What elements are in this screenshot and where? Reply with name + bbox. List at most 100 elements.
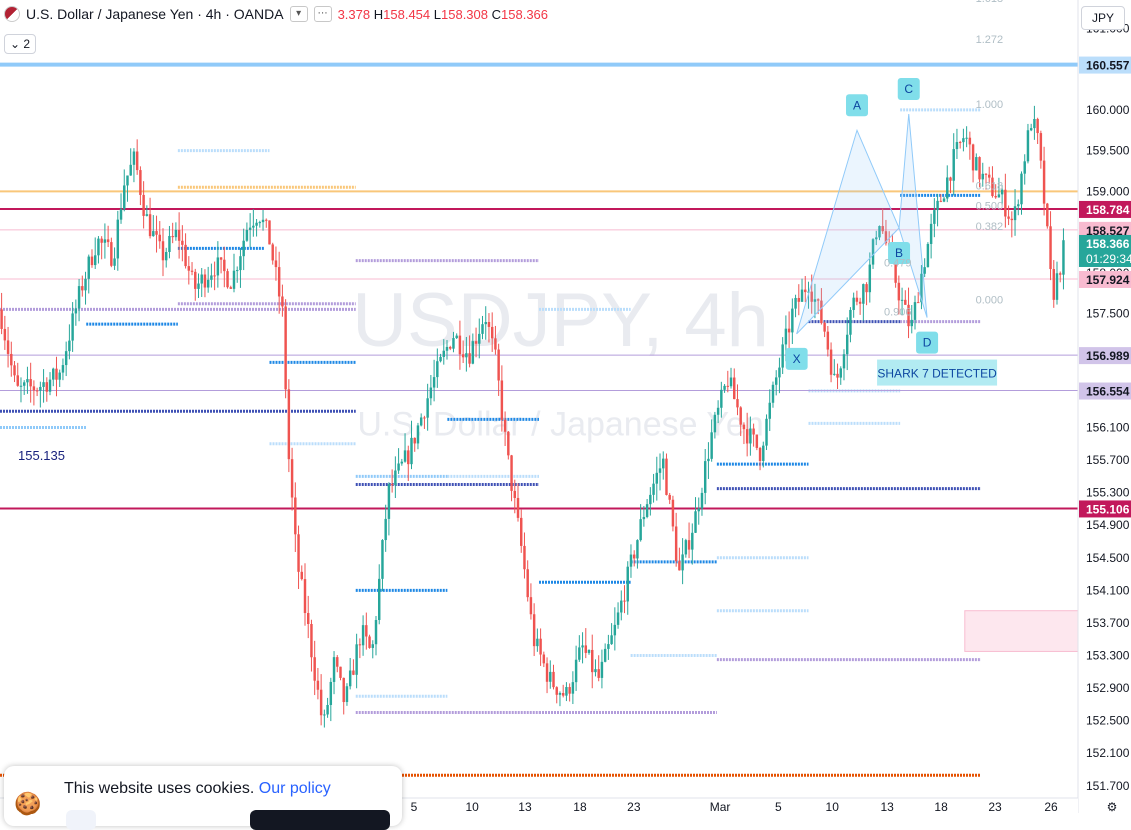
candle-body (1062, 240, 1065, 275)
candle-body (500, 380, 504, 420)
candle-body (623, 600, 626, 602)
indicator-count-badge[interactable]: ⌄ 2 (4, 34, 36, 54)
candle-body (345, 686, 349, 703)
candle-body (797, 297, 801, 302)
candle-body (1049, 226, 1052, 270)
candle-body (242, 240, 245, 257)
candle-body (374, 619, 378, 645)
candle-body (739, 407, 742, 425)
candle-body (871, 239, 875, 265)
harmonic-label-X: X (793, 352, 801, 366)
settings-gear-icon: ⚙ (1107, 800, 1118, 813)
candle-body (787, 328, 791, 333)
candle-body (184, 244, 187, 267)
symbol-title[interactable]: U.S. Dollar / Japanese Yen · 4h · OANDA (26, 6, 284, 22)
harmonic-point-D[interactable] (916, 331, 939, 354)
candle-body (600, 661, 604, 678)
candle-body (568, 687, 571, 694)
candle-body (558, 693, 562, 695)
y-tick-label: 157.500 (1086, 307, 1130, 321)
candle-body (716, 407, 720, 415)
candle-body (294, 497, 297, 535)
price-chart[interactable]: USDJPY, 4h U.S. Dollar / Japanese Yen X A B C… (0, 0, 1131, 813)
ohlc-values: 3.378 H158.454 L158.308 C158.366 (338, 7, 548, 22)
close-label: C (491, 6, 502, 22)
cookie-text: This website uses cookies. Our policy (64, 780, 331, 798)
candle-body (852, 297, 855, 310)
y-tick-label: 159.000 (1086, 184, 1130, 198)
harmonic-point-B[interactable] (888, 242, 911, 264)
y-tick-label: 152.900 (1086, 681, 1130, 695)
candle-body (507, 431, 510, 456)
candle-body (555, 687, 558, 695)
candle-body (858, 301, 862, 304)
candle-body (842, 354, 846, 369)
candle-body (174, 229, 178, 238)
price-tag-6 (1079, 347, 1131, 365)
candle-body (742, 424, 746, 430)
harmonic-point-A[interactable] (846, 94, 869, 117)
candle-body (465, 353, 468, 358)
candle-body (284, 306, 287, 390)
candle-body (413, 437, 416, 444)
candle-body (684, 540, 688, 555)
candle-body (455, 335, 458, 339)
harmonic-label-B: B (895, 246, 903, 260)
candle-body (352, 670, 355, 675)
candle-body (132, 151, 136, 165)
currency-selector[interactable]: JPY (1081, 6, 1125, 30)
candle-body (978, 157, 981, 180)
candle-body (258, 222, 262, 224)
cookie-banner: 🍪 This website uses cookies. Our policy (4, 766, 402, 830)
candle-body (426, 398, 429, 418)
candle-body (68, 340, 71, 352)
price-tag-7 (1079, 382, 1131, 400)
candle-body (64, 351, 68, 366)
candle-body (529, 597, 533, 615)
candle-body (610, 635, 613, 645)
candle-body (913, 302, 917, 320)
candle-body (678, 561, 681, 571)
x-tick-label: 5 (411, 800, 418, 813)
candle-body (87, 256, 90, 279)
candle-body (200, 274, 203, 284)
candle-body (326, 704, 329, 715)
cookie-accept-button[interactable] (250, 810, 390, 830)
candle-body (752, 428, 755, 435)
chevron-down-icon: ⌄ (9, 37, 21, 51)
candle-body (581, 645, 584, 648)
candle-body (226, 271, 229, 288)
candle-body (387, 484, 391, 519)
fib-label-7: 0.479 (884, 258, 912, 270)
price-tag-label: 158.366 (1086, 237, 1130, 251)
y-tick-label: 153.300 (1086, 649, 1130, 663)
candle-body (239, 256, 242, 271)
candle-body (703, 461, 707, 493)
candle-body (826, 331, 830, 350)
candle-body (920, 273, 923, 303)
candle-body (1010, 218, 1014, 221)
candle-body (265, 219, 268, 221)
collapse-legend-icon[interactable]: ▾ (289, 6, 308, 22)
harmonic-point-X[interactable] (785, 347, 808, 370)
candle-body (400, 461, 404, 464)
candle-body (707, 458, 710, 462)
candle-body (55, 368, 58, 380)
price-tag-label: 155.106 (1086, 502, 1130, 516)
candle-body (632, 554, 636, 559)
candle-body (84, 278, 87, 291)
candle-body (313, 657, 316, 681)
more-options-icon[interactable]: ⋯ (313, 6, 332, 22)
candle-body (384, 518, 387, 541)
harmonic-point-C[interactable] (897, 78, 920, 100)
candle-body (939, 200, 943, 202)
cookie-manage-button[interactable] (66, 810, 96, 830)
candle-body (839, 368, 842, 378)
candle-body (665, 458, 668, 495)
candle-body (22, 382, 26, 386)
cookie-policy-link[interactable]: Our policy (258, 780, 331, 797)
harmonic-label-C: C (904, 82, 913, 96)
price-axis[interactable] (1078, 0, 1131, 813)
candle-body (881, 226, 884, 232)
candle-body (1007, 216, 1010, 219)
